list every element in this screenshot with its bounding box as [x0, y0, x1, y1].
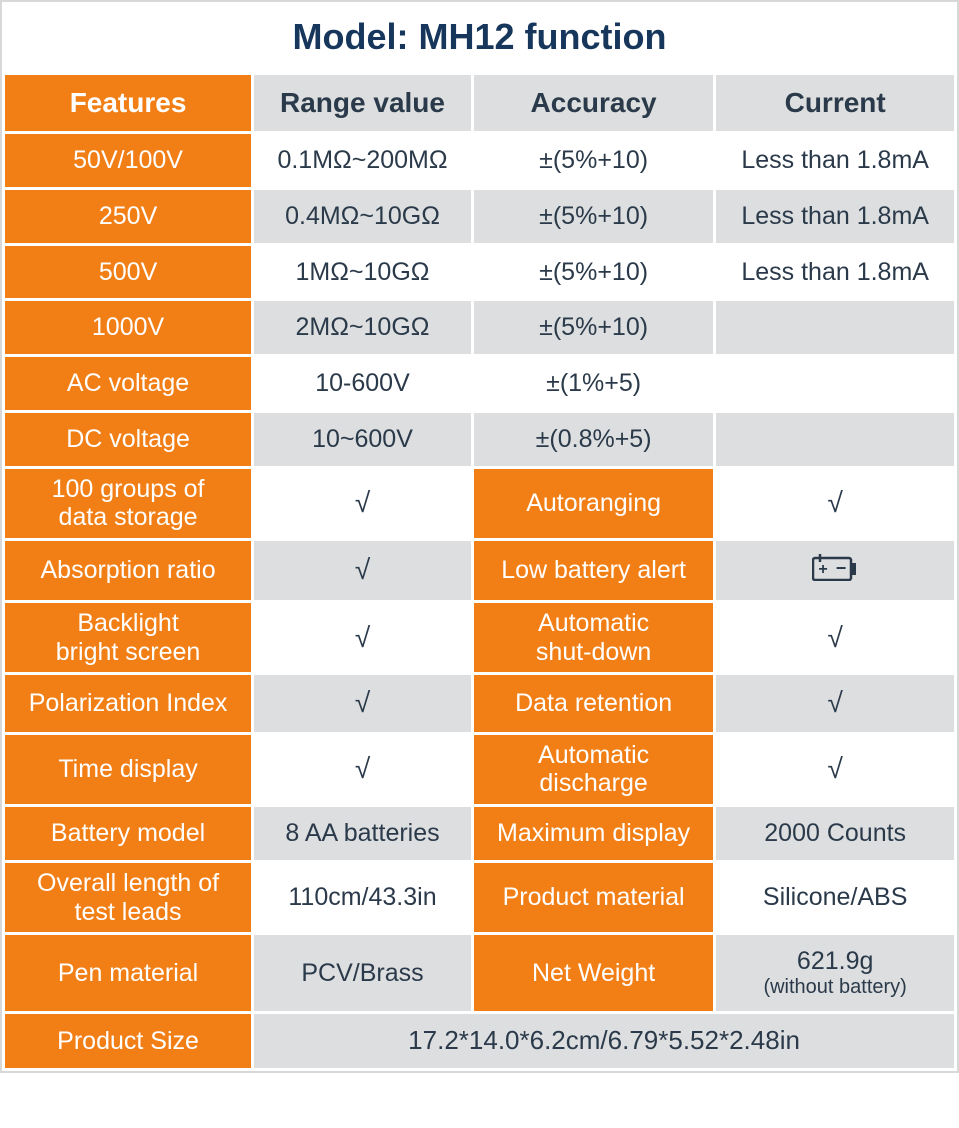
- feature-label-2: Low battery alert: [474, 541, 713, 600]
- spec-row: 500V1MΩ~10GΩ±(5%+10)Less than 1.8mA: [5, 246, 954, 299]
- feature-label-2: Autoranging: [474, 469, 713, 539]
- table-title: Model: MH12 function: [2, 2, 957, 72]
- feature-value-1: √: [254, 469, 471, 539]
- spec-range: 0.4MΩ~10GΩ: [254, 190, 471, 243]
- feature-row: 100 groups ofdata storage√Autoranging√: [5, 469, 954, 539]
- feature-label-1: Absorption ratio: [5, 541, 251, 600]
- spec-range: 10~600V: [254, 413, 471, 466]
- feature-label-1: Polarization Index: [5, 675, 251, 731]
- feature-row: Backlight bright screen√Automatic shut-d…: [5, 603, 954, 673]
- feature-value-2: +−: [716, 541, 954, 600]
- spec-row: 250V0.4MΩ~10GΩ±(5%+10)Less than 1.8mA: [5, 190, 954, 243]
- spec-current: [716, 413, 954, 466]
- product-size-label: Product Size: [5, 1014, 251, 1068]
- feature-label-1: Time display: [5, 735, 251, 805]
- spec-current: [716, 357, 954, 410]
- spec-current: Less than 1.8mA: [716, 246, 954, 299]
- battery-icon: +−: [812, 553, 858, 588]
- feature-value-1: √: [254, 603, 471, 673]
- spec-feature: DC voltage: [5, 413, 251, 466]
- spec-accuracy: ±(0.8%+5): [474, 413, 713, 466]
- spec-accuracy: ±(5%+10): [474, 246, 713, 299]
- feature-value-1: 8 AA batteries: [254, 807, 471, 860]
- spec-row: AC voltage10-600V±(1%+5): [5, 357, 954, 410]
- header-current: Current: [716, 75, 954, 131]
- spec-table-container: Model: MH12 function Features Range valu…: [0, 0, 959, 1073]
- feature-label-1: Pen material: [5, 935, 251, 1011]
- sub-note: (without battery): [722, 976, 948, 999]
- feature-value-1: √: [254, 735, 471, 805]
- spec-feature: AC voltage: [5, 357, 251, 410]
- spec-feature: 500V: [5, 246, 251, 299]
- feature-row: Overall length oftest leads110cm/43.3inP…: [5, 863, 954, 933]
- spec-accuracy: ±(1%+5): [474, 357, 713, 410]
- feature-label-1: Overall length oftest leads: [5, 863, 251, 933]
- header-accuracy: Accuracy: [474, 75, 713, 131]
- feature-label-2: Automatic discharge: [474, 735, 713, 805]
- feature-value-2: √: [716, 675, 954, 731]
- spec-row: DC voltage10~600V±(0.8%+5): [5, 413, 954, 466]
- spec-range: 10-600V: [254, 357, 471, 410]
- feature-label-2: Maximum display: [474, 807, 713, 860]
- spec-accuracy: ±(5%+10): [474, 301, 713, 354]
- feature-label-1: Backlight bright screen: [5, 603, 251, 673]
- feature-row: Absorption ratio√Low battery alert +−: [5, 541, 954, 600]
- feature-row: Pen materialPCV/BrassNet Weight621.9g(wi…: [5, 935, 954, 1011]
- spec-accuracy: ±(5%+10): [474, 134, 713, 187]
- header-row: Features Range value Accuracy Current: [5, 75, 954, 131]
- spec-range: 1MΩ~10GΩ: [254, 246, 471, 299]
- spec-range: 2MΩ~10GΩ: [254, 301, 471, 354]
- feature-value-2: √: [716, 735, 954, 805]
- feature-value-2: Silicone/ABS: [716, 863, 954, 933]
- header-range: Range value: [254, 75, 471, 131]
- spec-accuracy: ±(5%+10): [474, 190, 713, 243]
- spec-feature: 1000V: [5, 301, 251, 354]
- spec-current: [716, 301, 954, 354]
- feature-label-2: Product material: [474, 863, 713, 933]
- spec-row: 1000V2MΩ~10GΩ±(5%+10): [5, 301, 954, 354]
- feature-value-2: 2000 Counts: [716, 807, 954, 860]
- feature-label-2: Data retention: [474, 675, 713, 731]
- product-size-value: 17.2*14.0*6.2cm/6.79*5.52*2.48in: [254, 1014, 954, 1068]
- feature-value-2: √: [716, 469, 954, 539]
- feature-row: Time display√Automatic discharge√: [5, 735, 954, 805]
- spec-range: 0.1MΩ~200MΩ: [254, 134, 471, 187]
- feature-value-1: PCV/Brass: [254, 935, 471, 1011]
- feature-value-1: √: [254, 675, 471, 731]
- spec-row: 50V/100V0.1MΩ~200MΩ±(5%+10)Less than 1.8…: [5, 134, 954, 187]
- feature-value-2: √: [716, 603, 954, 673]
- feature-value-2: 621.9g(without battery): [716, 935, 954, 1011]
- spec-current: Less than 1.8mA: [716, 134, 954, 187]
- feature-label-1: 100 groups ofdata storage: [5, 469, 251, 539]
- spec-feature: 50V/100V: [5, 134, 251, 187]
- feature-label-1: Battery model: [5, 807, 251, 860]
- svg-text:−: −: [836, 558, 847, 578]
- feature-row: Battery model8 AA batteriesMaximum displ…: [5, 807, 954, 860]
- feature-value-1: √: [254, 541, 471, 600]
- feature-label-2: Automatic shut-down: [474, 603, 713, 673]
- svg-text:+: +: [818, 561, 827, 578]
- feature-value-1: 110cm/43.3in: [254, 863, 471, 933]
- header-features: Features: [5, 75, 251, 131]
- spec-current: Less than 1.8mA: [716, 190, 954, 243]
- spec-feature: 250V: [5, 190, 251, 243]
- spec-table: Features Range value Accuracy Current 50…: [2, 72, 957, 1071]
- feature-label-2: Net Weight: [474, 935, 713, 1011]
- feature-row: Polarization Index√Data retention√: [5, 675, 954, 731]
- product-size-row: Product Size 17.2*14.0*6.2cm/6.79*5.52*2…: [5, 1014, 954, 1068]
